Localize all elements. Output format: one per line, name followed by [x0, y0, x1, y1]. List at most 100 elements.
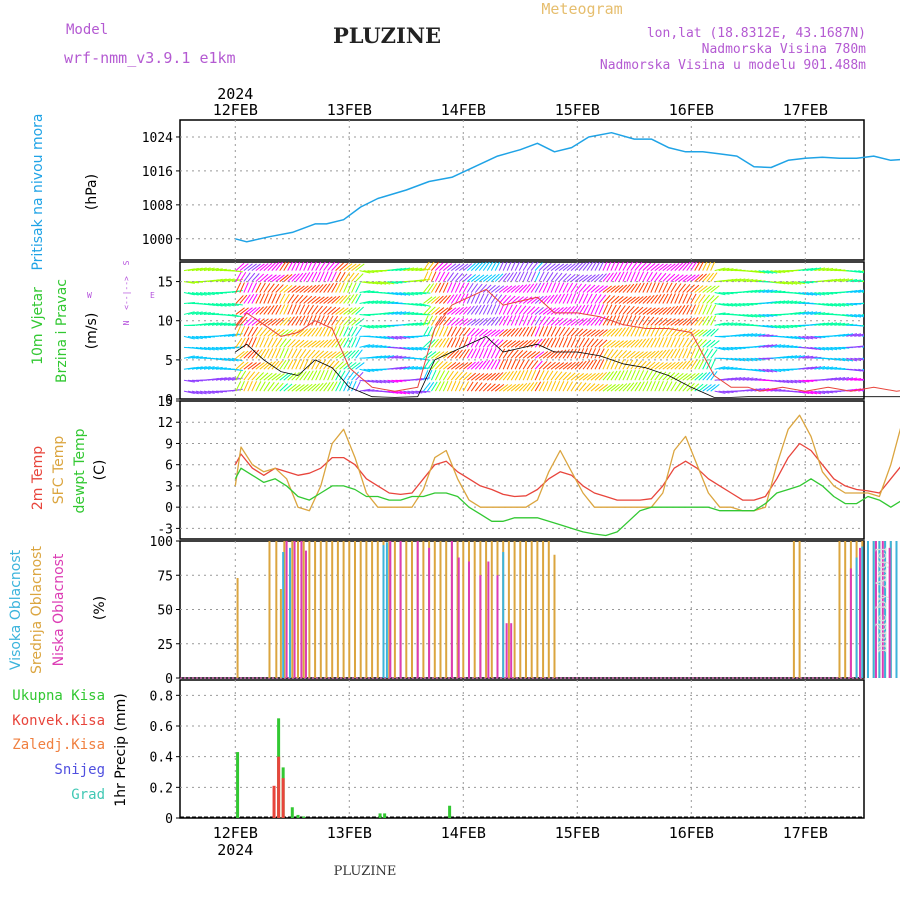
wind-barb — [267, 305, 275, 315]
wind-barb — [726, 303, 738, 307]
wind-barb — [634, 271, 640, 282]
wind-barb — [255, 362, 265, 370]
wind-barb — [806, 267, 818, 272]
wind-barb — [642, 262, 652, 271]
wind-barb — [706, 304, 712, 315]
wind-barb — [806, 346, 818, 350]
wind-barb — [742, 302, 754, 306]
wind-barb — [782, 324, 794, 329]
wind-barb — [546, 370, 554, 381]
wind-barb — [422, 271, 429, 282]
wind-barb — [490, 338, 500, 348]
wind-barb — [626, 339, 636, 348]
wind-barb — [790, 324, 802, 328]
pressure-panel-frame — [179, 119, 865, 261]
wind-barb — [251, 362, 261, 370]
wind-barb — [882, 336, 893, 338]
wind-barb — [259, 305, 268, 315]
wind-barb — [343, 326, 349, 337]
wind-barb — [259, 361, 269, 370]
wind-barb — [439, 307, 449, 315]
wind-barb — [331, 295, 341, 304]
wind-barb — [430, 271, 437, 282]
wind-barb — [606, 328, 616, 337]
wind-barb — [870, 271, 881, 273]
wind-barb — [534, 282, 542, 293]
wind-barb — [470, 293, 477, 304]
wind-barb — [187, 366, 199, 370]
wind-barb — [754, 333, 766, 337]
wind-barb — [434, 338, 443, 348]
wind-barb — [462, 348, 470, 359]
wind-barb — [335, 262, 344, 271]
wind-barb — [498, 328, 508, 337]
wind-barb — [686, 338, 694, 348]
wind-barb — [590, 338, 599, 348]
wind-barb — [666, 293, 673, 304]
wind-barb — [726, 377, 738, 381]
wind-barb — [590, 304, 597, 315]
wind-barb — [423, 339, 432, 348]
wind-barb — [343, 307, 353, 315]
wind-barb — [371, 355, 383, 359]
wind-barb — [510, 359, 517, 370]
wind-barb — [211, 346, 223, 351]
wind-barb — [558, 318, 568, 326]
wind-barb — [778, 324, 790, 329]
precip-total-bar — [383, 813, 387, 818]
wind-barb — [335, 316, 343, 326]
wind-barb — [319, 296, 329, 304]
wind-barb — [838, 323, 850, 326]
wind-barb — [287, 285, 297, 293]
wind-barb — [678, 348, 685, 359]
wind-barb — [522, 296, 533, 304]
wind-barb — [263, 283, 271, 293]
wind-barb — [594, 383, 604, 392]
wind-barb — [351, 282, 357, 293]
wind-barb — [455, 362, 465, 370]
wind-barb — [211, 303, 223, 307]
wind-barb — [566, 273, 576, 282]
wind-barb — [734, 377, 746, 381]
wind-barb — [422, 262, 430, 271]
wind-barb — [874, 369, 885, 371]
wind-barb — [371, 379, 383, 384]
wind-barb — [259, 381, 266, 392]
wind-barb — [722, 292, 734, 295]
wind-barb — [578, 373, 589, 381]
wind-barb — [690, 293, 697, 304]
wind-barb — [399, 267, 411, 272]
wind-barb — [598, 262, 604, 271]
wind-barb — [582, 360, 591, 370]
wind-barb — [694, 285, 704, 293]
wind-barb — [506, 370, 514, 381]
wind-barb — [442, 326, 449, 337]
wind-barb — [866, 314, 877, 316]
wind-barb — [263, 348, 270, 359]
model-name: wrf-nmm_v3.9.1 e1km — [64, 49, 236, 67]
wind-barb — [706, 272, 714, 282]
wind-barb — [558, 293, 565, 304]
wind-barb — [650, 272, 658, 282]
wind-barb — [442, 337, 450, 348]
wind-barb — [594, 262, 601, 271]
wind-barb — [219, 377, 231, 381]
wind-barb — [407, 346, 419, 351]
wind-barb — [443, 361, 453, 370]
wind-barb — [570, 337, 577, 348]
wind-barb — [343, 263, 353, 271]
wind-barb — [211, 377, 223, 381]
date-label-top: 16FEB — [669, 101, 714, 119]
wind-barb — [510, 304, 518, 315]
wind-barb — [430, 338, 440, 348]
wind-barb — [478, 360, 487, 370]
wind-barb — [638, 381, 645, 392]
wind-barb — [450, 282, 457, 293]
wind-barb — [311, 383, 320, 392]
wind-barb — [215, 268, 227, 272]
wind-barb — [327, 306, 337, 315]
wind-barb — [774, 300, 786, 304]
compass-e: E — [150, 291, 155, 300]
wind-barb — [662, 371, 671, 381]
wind-barb — [546, 294, 555, 304]
